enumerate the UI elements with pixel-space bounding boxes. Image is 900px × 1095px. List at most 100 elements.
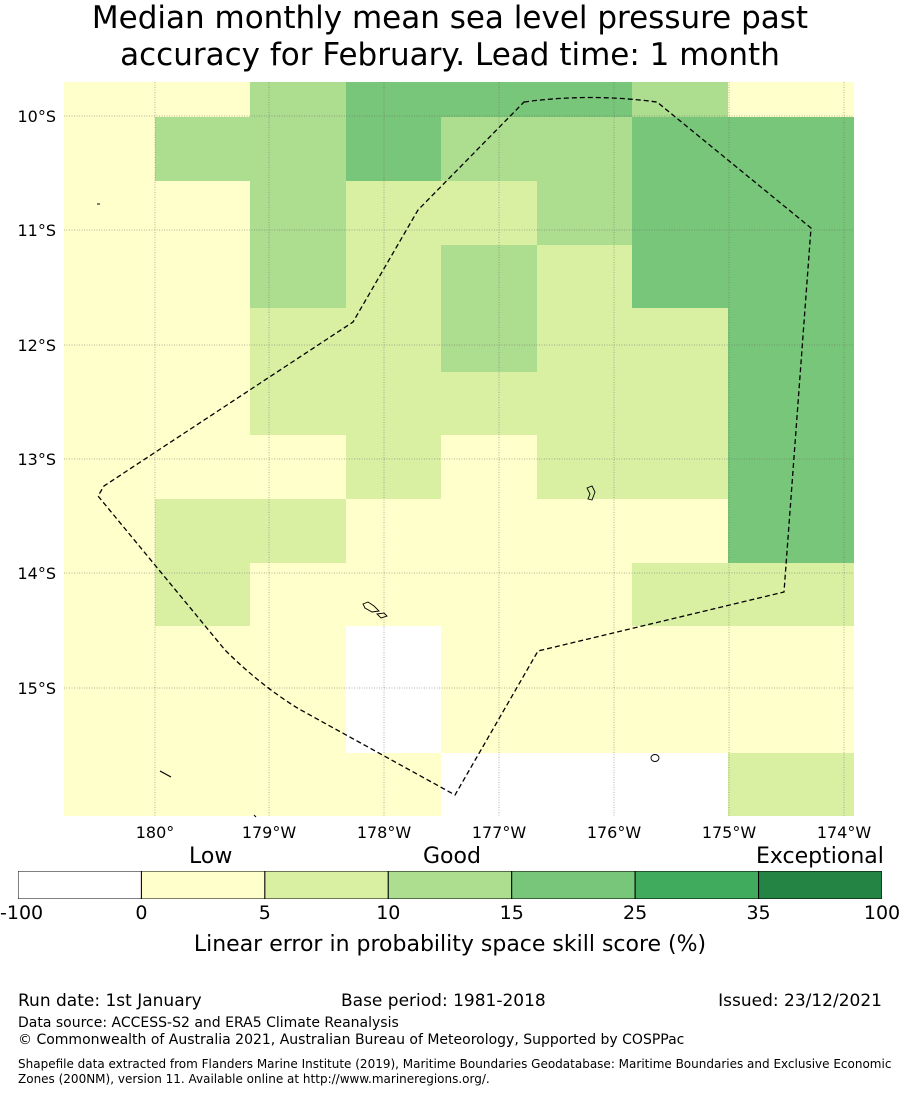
grid-cell <box>441 372 537 435</box>
grid-cell <box>155 690 250 753</box>
grid-cell <box>64 626 155 690</box>
grid-cell <box>250 563 346 626</box>
grid-cell <box>250 245 346 308</box>
grid-cell <box>632 372 728 435</box>
lon-label: 178°W <box>357 823 412 842</box>
grid-cell <box>250 181 346 245</box>
colorbar-swatch <box>511 871 636 899</box>
grid-cell <box>441 181 537 245</box>
grid-cell <box>441 499 537 563</box>
grid-cell <box>632 563 728 626</box>
title-line-2: accuracy for February. Lead time: 1 mont… <box>120 37 780 73</box>
base-period: Base period: 1981-2018 <box>341 991 546 1011</box>
colorbar-swatch <box>387 871 513 899</box>
lat-label: 14°S <box>17 564 56 583</box>
grid-cell <box>346 435 441 499</box>
colorbar-tick-label: 0 <box>135 902 148 924</box>
colorbar <box>18 871 882 899</box>
island-south <box>650 754 660 762</box>
grid-cell <box>632 181 728 245</box>
grid-cell <box>728 308 854 372</box>
grid-cell <box>537 626 632 690</box>
colorbar-label: Linear error in probability space skill … <box>193 932 707 957</box>
grid-cell <box>155 499 250 563</box>
grid-cell <box>155 753 250 816</box>
grid-cell <box>537 245 632 308</box>
grid-cell <box>64 308 155 372</box>
grid-cell <box>64 435 155 499</box>
grid-cell <box>632 308 728 372</box>
grid-cell <box>250 626 346 690</box>
grid-cell <box>632 82 728 117</box>
grid-cell <box>728 117 854 181</box>
data-source: Data source: ACCESS-S2 and ERA5 Climate … <box>18 1015 399 1031</box>
grid-cell <box>346 563 441 626</box>
islet-bottom <box>253 814 257 818</box>
grid-cell <box>632 626 728 690</box>
grid-cell <box>346 245 441 308</box>
grid-cell <box>250 435 346 499</box>
grid-cell <box>441 245 537 308</box>
grid-cell <box>250 82 346 117</box>
category-exceptional: Exceptional <box>756 844 884 869</box>
grid-cell <box>537 435 632 499</box>
colorbar-swatch <box>140 871 266 899</box>
category-low: Low <box>189 844 233 869</box>
lat-label: 11°S <box>17 221 56 240</box>
grid-cell <box>537 690 632 753</box>
grid-cell <box>64 690 155 753</box>
island-southwest <box>159 770 172 778</box>
lat-label: 15°S <box>17 679 56 698</box>
lon-label: 174°W <box>817 823 872 842</box>
latitude-labels: 10°S 11°S 12°S 13°S 14°S 15°S <box>17 107 56 698</box>
grid-cell <box>64 245 155 308</box>
grid-cell <box>346 690 441 753</box>
grid-cell <box>728 499 854 563</box>
grid-cell <box>250 372 346 435</box>
grid-cell <box>728 435 854 499</box>
island-north <box>586 485 596 501</box>
shapefile-credit: Shapefile data extracted from Flanders M… <box>18 1057 892 1086</box>
lat-label: 10°S <box>17 107 56 126</box>
colorbar-tick-label: 15 <box>499 902 524 924</box>
island-west-b <box>376 612 388 619</box>
lon-label: 175°W <box>702 823 757 842</box>
lat-label: 13°S <box>17 450 56 469</box>
grid-cell <box>155 563 250 626</box>
grid-cell <box>64 372 155 435</box>
grid-cell <box>64 753 155 816</box>
grid-cell <box>346 117 441 181</box>
grid-cell <box>728 690 854 753</box>
grid-cell <box>250 753 346 816</box>
grid-cell <box>537 753 632 816</box>
grid-cell <box>441 82 537 117</box>
grid-cell <box>155 372 250 435</box>
longitude-labels: 180° 179°W 178°W 177°W 176°W 175°W 174°W <box>136 823 872 842</box>
grid-cell <box>728 82 854 117</box>
map-panel: 10°S 11°S 12°S 13°S 14°S 15°S 180° 179°W 178°W 1… <box>0 80 900 850</box>
grid-cell <box>632 117 728 181</box>
graticule <box>64 82 854 816</box>
grid-cell <box>155 117 250 181</box>
grid-cell <box>441 563 537 626</box>
grid-cell <box>537 117 632 181</box>
colorbar-swatch <box>18 871 142 899</box>
lon-label: 179°W <box>242 823 297 842</box>
grid-cell <box>346 181 441 245</box>
grid-cell <box>632 435 728 499</box>
grid-cell <box>346 499 441 563</box>
colorbar-tick-label: 35 <box>746 902 771 924</box>
title-line-1: Median monthly mean sea level pressure p… <box>91 0 809 36</box>
grid-cell <box>155 181 250 245</box>
grid-cell <box>441 435 537 499</box>
grid-cell <box>64 82 155 117</box>
grid-cell <box>155 308 250 372</box>
grid-cell <box>155 82 250 117</box>
grid-cell <box>155 626 250 690</box>
grid-cell <box>441 308 537 372</box>
grid-cell <box>346 372 441 435</box>
grid-cell <box>441 753 537 816</box>
colorbar-swatch <box>634 871 760 899</box>
grid-cell <box>632 690 728 753</box>
grid-cell <box>632 245 728 308</box>
